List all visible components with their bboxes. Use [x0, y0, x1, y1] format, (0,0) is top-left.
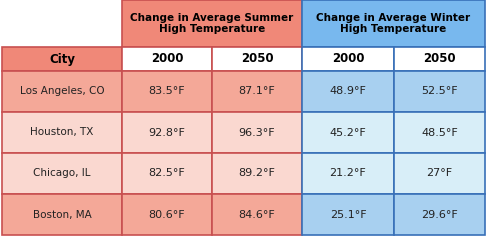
Bar: [122, 194, 212, 235]
Bar: [2, 71, 122, 112]
Text: 48.5°F: 48.5°F: [421, 128, 458, 138]
Text: Change in Average Winter
High Temperature: Change in Average Winter High Temperatur…: [317, 13, 470, 34]
Text: 89.2°F: 89.2°F: [239, 168, 276, 179]
Bar: [212, 194, 302, 235]
Bar: [2, 153, 122, 194]
Text: 2050: 2050: [241, 52, 273, 66]
Bar: [2, 47, 122, 71]
Text: 83.5°F: 83.5°F: [149, 87, 186, 96]
Text: 25.1°F: 25.1°F: [330, 209, 366, 219]
Bar: [212, 71, 302, 112]
Text: Boston, MA: Boston, MA: [33, 209, 92, 219]
Text: 29.6°F: 29.6°F: [421, 209, 458, 219]
Bar: [122, 153, 212, 194]
Bar: [302, 0, 485, 47]
Text: 2000: 2000: [151, 52, 183, 66]
Bar: [394, 153, 485, 194]
Text: 2050: 2050: [423, 52, 456, 66]
Text: Los Angeles, CO: Los Angeles, CO: [19, 87, 104, 96]
Text: 87.1°F: 87.1°F: [239, 87, 275, 96]
Bar: [394, 71, 485, 112]
Bar: [2, 194, 122, 235]
Bar: [394, 47, 485, 71]
Bar: [212, 47, 302, 71]
Text: 92.8°F: 92.8°F: [149, 128, 186, 138]
Bar: [212, 153, 302, 194]
Bar: [302, 71, 394, 112]
Bar: [394, 112, 485, 153]
Bar: [2, 0, 122, 47]
Text: 80.6°F: 80.6°F: [149, 209, 186, 219]
Text: 96.3°F: 96.3°F: [239, 128, 275, 138]
Bar: [302, 47, 394, 71]
Text: Houston, TX: Houston, TX: [30, 128, 94, 138]
Text: 84.6°F: 84.6°F: [239, 209, 275, 219]
Text: Change in Average Summer
High Temperature: Change in Average Summer High Temperatur…: [131, 13, 294, 34]
Text: 82.5°F: 82.5°F: [149, 168, 186, 179]
Text: 2000: 2000: [332, 52, 364, 66]
Bar: [212, 112, 302, 153]
Text: 27°F: 27°F: [427, 168, 452, 179]
Text: Chicago, IL: Chicago, IL: [33, 168, 91, 179]
Bar: [302, 112, 394, 153]
Bar: [122, 0, 302, 47]
Bar: [394, 194, 485, 235]
Text: 48.9°F: 48.9°F: [330, 87, 366, 96]
Text: City: City: [49, 52, 75, 66]
Text: 21.2°F: 21.2°F: [330, 168, 366, 179]
Bar: [302, 153, 394, 194]
Text: 45.2°F: 45.2°F: [330, 128, 366, 138]
Bar: [302, 194, 394, 235]
Bar: [122, 71, 212, 112]
Bar: [2, 112, 122, 153]
Text: 52.5°F: 52.5°F: [421, 87, 458, 96]
Bar: [122, 112, 212, 153]
Bar: [122, 47, 212, 71]
